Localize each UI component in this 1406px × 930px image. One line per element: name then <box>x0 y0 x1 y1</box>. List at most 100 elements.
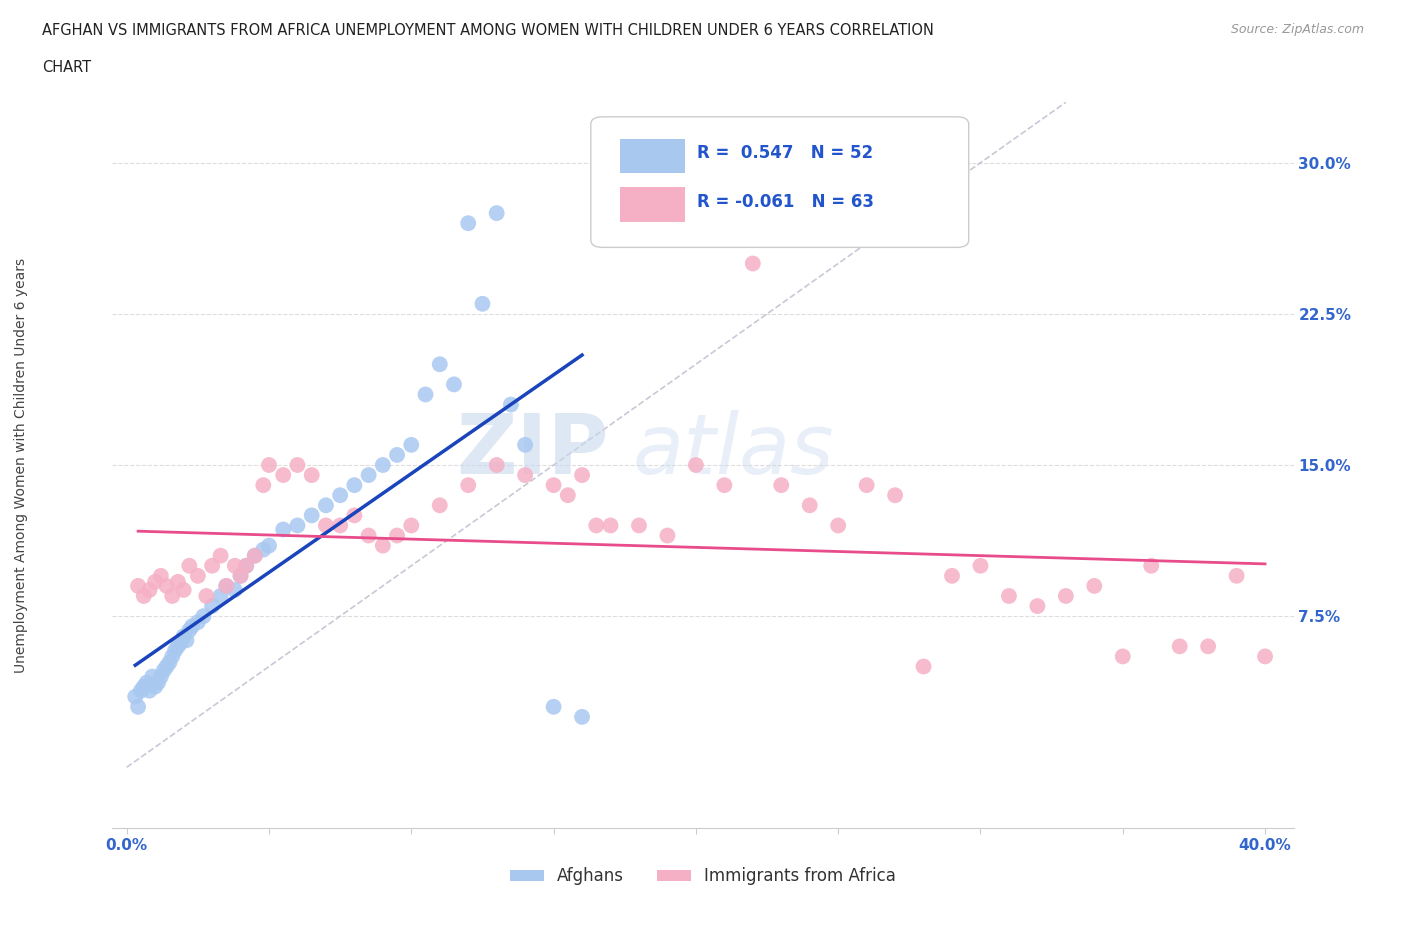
Point <box>1197 639 1219 654</box>
Point <box>770 478 793 493</box>
Point <box>301 508 323 523</box>
Point <box>357 468 380 483</box>
Point <box>1112 649 1135 664</box>
Point <box>627 518 650 533</box>
Point <box>343 508 366 523</box>
Point <box>167 575 190 590</box>
Point <box>215 578 238 593</box>
Point <box>301 468 323 483</box>
Point <box>315 498 337 512</box>
Point <box>201 558 224 573</box>
Point <box>179 623 201 638</box>
Point <box>243 549 266 564</box>
Point <box>557 488 579 503</box>
Point <box>357 528 380 543</box>
Point <box>713 478 735 493</box>
Text: Unemployment Among Women with Children Under 6 years: Unemployment Among Women with Children U… <box>14 258 28 672</box>
Point <box>162 649 184 664</box>
Point <box>855 478 877 493</box>
Point <box>385 528 408 543</box>
Text: AFGHAN VS IMMIGRANTS FROM AFRICA UNEMPLOYMENT AMONG WOMEN WITH CHILDREN UNDER 6 : AFGHAN VS IMMIGRANTS FROM AFRICA UNEMPLO… <box>42 23 934 38</box>
Point <box>329 518 352 533</box>
Point <box>599 518 621 533</box>
Point <box>252 542 274 557</box>
Point <box>485 206 508 220</box>
Point <box>543 478 565 493</box>
Point <box>135 675 157 690</box>
Point <box>429 498 451 512</box>
Point <box>1026 599 1049 614</box>
Point <box>201 599 224 614</box>
Point <box>443 377 465 392</box>
Point <box>127 578 149 593</box>
Point <box>385 447 408 462</box>
Text: atlas: atlas <box>633 410 834 491</box>
Point <box>155 578 177 593</box>
Text: ZIP: ZIP <box>456 410 609 491</box>
Point <box>224 582 246 597</box>
Point <box>141 670 163 684</box>
Point <box>162 589 184 604</box>
Point <box>287 458 309 472</box>
Point <box>229 568 252 583</box>
Point <box>457 216 479 231</box>
Point <box>187 615 209 630</box>
Point <box>271 468 294 483</box>
Point <box>998 589 1021 604</box>
Point <box>132 589 155 604</box>
Text: CHART: CHART <box>42 60 91 75</box>
Point <box>585 518 607 533</box>
Point <box>499 397 522 412</box>
Point <box>124 689 146 704</box>
Text: Source: ZipAtlas.com: Source: ZipAtlas.com <box>1230 23 1364 36</box>
Point <box>329 488 352 503</box>
Point <box>513 437 536 452</box>
Point <box>179 558 201 573</box>
Point <box>799 498 821 512</box>
Point <box>513 468 536 483</box>
Point <box>415 387 437 402</box>
Point <box>235 558 257 573</box>
Point <box>173 629 195 644</box>
Point <box>143 575 166 590</box>
Point <box>371 538 394 553</box>
Point <box>685 458 707 472</box>
Point <box>912 659 935 674</box>
Point <box>157 655 180 670</box>
Text: R =  0.547   N = 52: R = 0.547 N = 52 <box>697 144 873 162</box>
Point <box>209 549 232 564</box>
Legend: Afghans, Immigrants from Africa: Afghans, Immigrants from Africa <box>503 860 903 892</box>
Point <box>146 675 169 690</box>
Point <box>571 468 593 483</box>
Point <box>457 478 479 493</box>
Point <box>229 568 252 583</box>
Point <box>243 549 266 564</box>
Point <box>165 643 187 658</box>
Point <box>543 699 565 714</box>
Point <box>132 679 155 694</box>
Point <box>471 297 494 312</box>
Point <box>129 684 152 698</box>
Point <box>969 558 991 573</box>
Point <box>252 478 274 493</box>
Point <box>149 568 172 583</box>
Point <box>1140 558 1163 573</box>
Bar <box>620 139 685 173</box>
FancyBboxPatch shape <box>591 117 969 247</box>
Point <box>1083 578 1105 593</box>
Point <box>315 518 337 533</box>
Point <box>827 518 849 533</box>
Point <box>485 458 508 472</box>
Point <box>152 663 174 678</box>
Text: R = -0.061   N = 63: R = -0.061 N = 63 <box>697 193 875 211</box>
Point <box>401 518 423 533</box>
Point <box>401 437 423 452</box>
Point <box>176 632 198 647</box>
Point <box>371 458 394 472</box>
Point <box>224 558 246 573</box>
Point <box>941 568 963 583</box>
Point <box>195 589 218 604</box>
Point <box>741 256 763 271</box>
Point <box>343 478 366 493</box>
Point <box>209 589 232 604</box>
